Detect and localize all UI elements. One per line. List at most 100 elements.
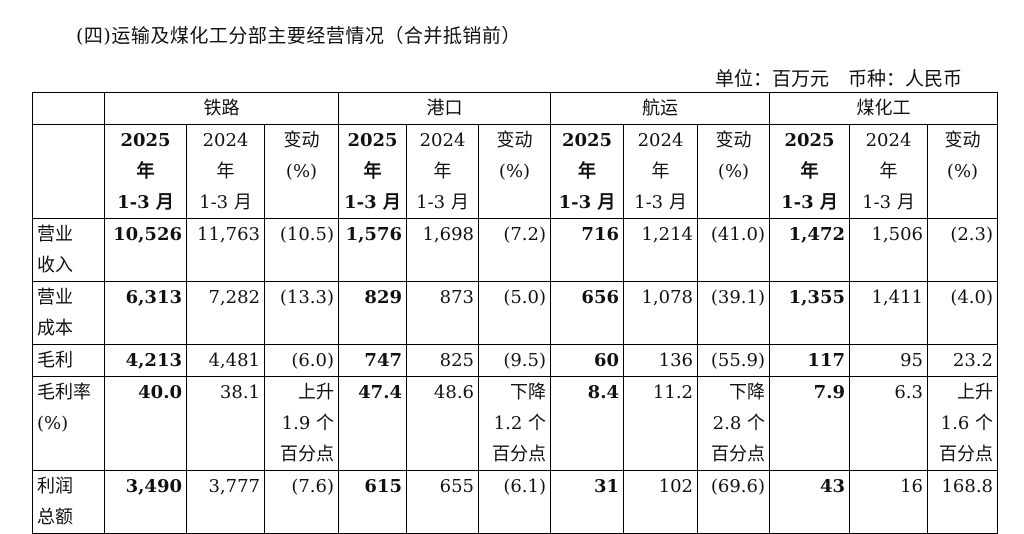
table-row: 利润 总额 3,490 3,777 (7.6) 615 655 (6.1) 31 102 (69.6… [32,470,998,534]
cell-value: 10,526 [113,224,182,245]
table-cell: 11,763 [186,218,265,282]
table-cell: 4,481 [186,344,265,377]
table-cell: (55.9) [697,344,770,377]
table-cell: 23.2 [927,344,998,377]
cell-value: (7.2) [503,224,546,245]
table-cell: 31 [550,470,624,534]
row-label: 利润 总额 [32,470,105,534]
cell-value: 百分点 [492,444,546,465]
table-cell: 656 [550,281,624,345]
row-label-line: 毛利率 [37,382,91,403]
operating-results-table: 铁路 港口 航运 煤化工 2025 年 1-3 月 2024 年 1-3 月 变动 (%)… [32,92,998,534]
period-header-line: 1-3 月 [344,192,401,213]
table-row: 毛利率 (%) 40.0 38.1 上升 1.9 个百分点 47.4 48.6 下降 1.2 个百… [32,376,998,471]
row-label: 营业 收入 [32,218,105,282]
row-label-line: 成本 [37,318,73,339]
cell-value: 1.6 个 [940,413,993,434]
table-cell: 11.2 [623,376,698,471]
period-header-cell: 2024 年 1-3 月 [406,124,479,219]
period-header-line: 1-3 月 [416,192,469,213]
table-cell: (7.2) [478,218,551,282]
period-header-cell: 2025 年 1-3 月 [104,124,187,219]
segment-shipping: 航运 [550,92,770,125]
cell-value: (69.6) [710,476,765,497]
cell-value: 655 [439,476,474,497]
cell-value: 3,777 [208,476,260,497]
unit-note: 单位：百万元 币种：人民币 [714,68,962,90]
cell-value: 1,506 [871,224,923,245]
cell-value: 1.2 个 [493,413,546,434]
cell-value: (41.0) [710,224,765,245]
cell-value: 615 [364,476,402,497]
table-cell: (5.0) [478,281,551,345]
row-label-line: 营业 [37,287,73,308]
period-header-line: 1-3 月 [558,192,616,213]
corner-cell [32,124,105,219]
table-row: 营业 收入 10,526 11,763 (10.5) 1,576 1,698 (7.2) 716… [32,218,998,282]
table-cell: 40.0 [104,376,187,471]
cell-value: 4,481 [208,350,260,371]
table-cell: 7,282 [186,281,265,345]
period-header-line: 变动 [944,130,981,151]
cell-value: 1,411 [871,287,923,308]
cell-value: 2.8 个 [712,413,765,434]
table-cell: 1,411 [849,281,928,345]
table-cell: 上升 1.9 个百分点 [264,376,339,471]
period-header-line: 1-3 月 [117,192,174,213]
table-row: 毛利 4,213 4,481 (6.0) 747 825 (9.5) 60 136 (55.9) 1… [32,344,998,377]
segment-coal-chemical: 煤化工 [769,92,998,125]
cell-value: 8.4 [587,382,619,403]
table-cell: 43 [769,470,850,534]
cell-value: (13.3) [279,287,334,308]
cell-value: 48.6 [433,382,474,403]
table-cell: 1,472 [769,218,850,282]
cell-value: 3,490 [125,476,182,497]
cell-value: 1,472 [788,224,845,245]
period-header-row: 2025 年 1-3 月 2024 年 1-3 月变动 (%) 2025 年 1-3 月 20… [32,124,998,219]
period-header-line: 变动 [283,130,320,151]
table-row: 营业 成本 6,313 7,282 (13.3) 829 873 (5.0) 656 1,078 (… [32,281,998,345]
table-cell: (13.3) [264,281,339,345]
row-label: 毛利 [32,344,105,377]
table-cell: (41.0) [697,218,770,282]
table-cell: 6,313 [104,281,187,345]
cell-value: 38.1 [219,382,260,403]
table-cell: 747 [338,344,407,377]
table-cell: 1,506 [849,218,928,282]
cell-value: 4,213 [125,350,182,371]
cell-value: (7.6) [291,476,334,497]
table-cell: 8.4 [550,376,624,471]
segment-railway: 铁路 [104,92,339,125]
cell-value: 6.3 [894,382,923,403]
table-cell: (2.3) [927,218,998,282]
table-cell: 825 [406,344,479,377]
cell-value: 上升 [298,382,334,403]
cell-value: 1,355 [788,287,845,308]
row-label-line: 毛利 [37,350,73,371]
table-cell: 95 [849,344,928,377]
table-cell: 6.3 [849,376,928,471]
table-cell: 1,355 [769,281,850,345]
table-cell: 716 [550,218,624,282]
section-title: (四)运输及煤化工分部主要经营情况（合并抵销前） [76,25,521,47]
cell-value: 11,763 [197,224,260,245]
cell-value: 百分点 [939,444,993,465]
row-label: 毛利率 (%) [32,376,105,471]
cell-value: 7.9 [813,382,845,403]
cell-value: 825 [439,350,474,371]
table-cell: (39.1) [697,281,770,345]
cell-value: 31 [593,476,619,497]
table-cell: 1,698 [406,218,479,282]
table-cell: (9.5) [478,344,551,377]
cell-value: 1,698 [422,224,474,245]
table-cell: 3,777 [186,470,265,534]
segment-port: 港口 [338,92,551,125]
table-cell: 829 [338,281,407,345]
period-header-line: 1-3 月 [634,192,687,213]
cell-value: 829 [364,287,402,308]
period-header-line: 2024 年 [202,130,249,182]
cell-value: (55.9) [710,350,765,371]
cell-value: 168.8 [941,476,993,497]
cell-value: 16 [900,476,923,497]
cell-value: 656 [581,287,619,308]
